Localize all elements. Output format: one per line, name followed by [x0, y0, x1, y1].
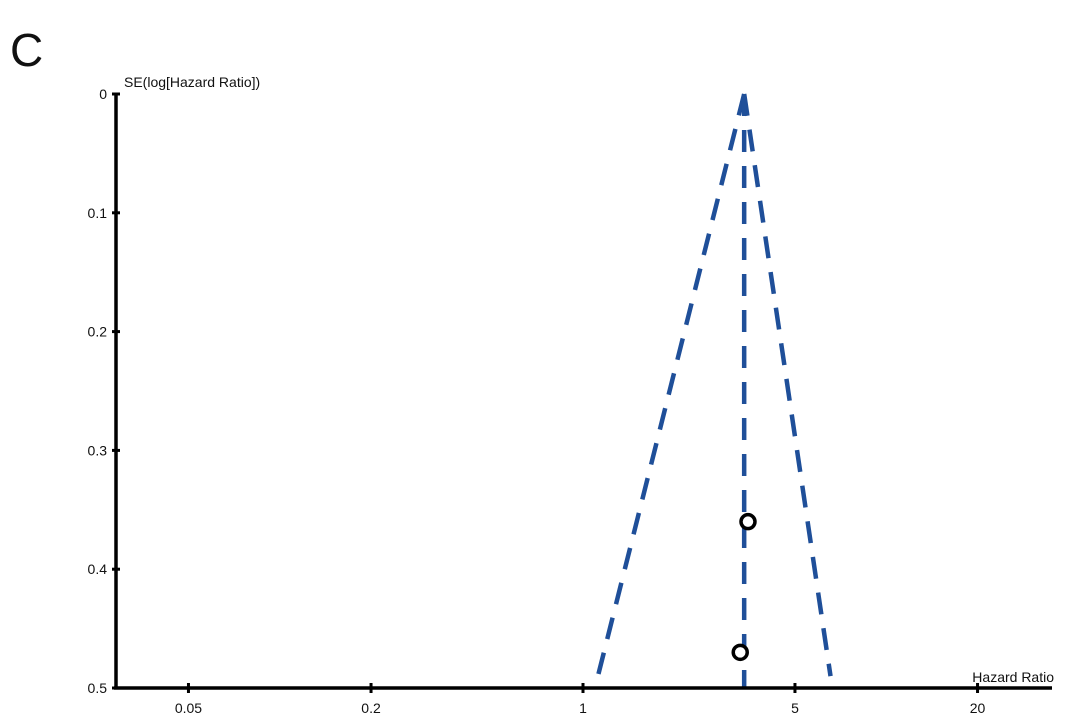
study-point [739, 512, 757, 531]
x-tick-label: 0.05 [175, 700, 202, 716]
y-tick-label: 0.5 [88, 680, 108, 696]
y-tick-label: 0 [99, 86, 107, 102]
axes: 0 0.1 0.2 0.3 0.4 0.5 0.05 0.2 1 5 20 [88, 86, 1052, 716]
study-point [731, 643, 749, 662]
funnel-lines [595, 93, 833, 688]
x-axis-title: Hazard Ratio [972, 669, 1054, 685]
y-tick-label: 0.4 [88, 561, 108, 577]
panel-label: C [10, 24, 43, 76]
y-tick-label: 0.3 [88, 442, 108, 458]
y-tick-label: 0.2 [88, 324, 108, 340]
y-axis-title: SE(log[Hazard Ratio]) [124, 74, 260, 90]
funnel-left-line [595, 93, 747, 677]
x-tick-label: 0.2 [361, 700, 381, 716]
x-tick-label: 20 [970, 700, 986, 716]
x-tick-label: 5 [791, 700, 799, 716]
funnel-right-line [741, 93, 833, 677]
study-points [731, 512, 757, 662]
y-tick-label: 0.1 [88, 205, 108, 221]
x-tick-label: 1 [579, 700, 587, 716]
